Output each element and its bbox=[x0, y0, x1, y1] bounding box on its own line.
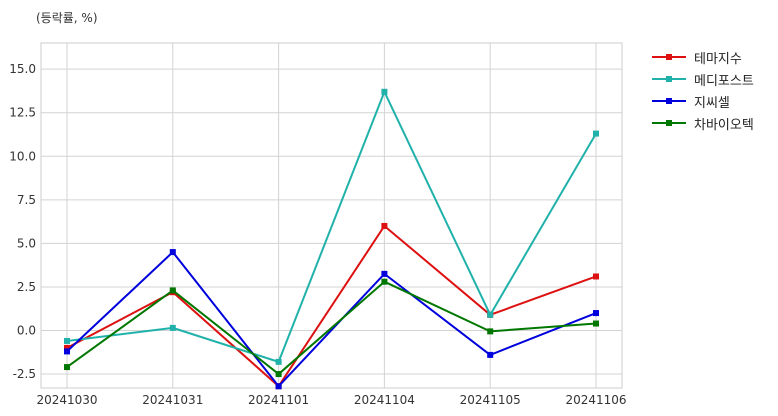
data-point bbox=[593, 130, 599, 137]
data-point bbox=[593, 273, 599, 280]
data-point bbox=[169, 249, 176, 256]
legend-swatch bbox=[652, 50, 686, 64]
legend-item: 차바이오텍 bbox=[652, 112, 754, 134]
legend-label: 차바이오텍 bbox=[694, 117, 754, 133]
y-tick-label: 15.0 bbox=[9, 62, 36, 76]
data-point bbox=[593, 310, 599, 317]
series-line bbox=[66, 90, 597, 363]
data-point bbox=[64, 344, 70, 351]
y-tick-label: 7.5 bbox=[17, 193, 36, 207]
x-tick-label: 20241030 bbox=[36, 393, 97, 407]
legend-item: 지씨셀 bbox=[652, 90, 754, 112]
unit-label: (등락률, %) bbox=[36, 11, 98, 25]
x-tick-label: 20241106 bbox=[565, 393, 626, 407]
x-tick-label: 20241104 bbox=[354, 393, 415, 407]
data-point bbox=[381, 222, 388, 229]
x-tick-label: 20241101 bbox=[248, 393, 309, 407]
legend-swatch bbox=[652, 116, 686, 130]
y-tick-label: 0.0 bbox=[17, 324, 36, 338]
x-tick-label: 20241105 bbox=[460, 393, 521, 407]
data-point bbox=[169, 287, 176, 294]
y-tick-label: 10.0 bbox=[9, 149, 36, 163]
y-tick-label: 2.5 bbox=[17, 280, 36, 294]
legend-item: 메디포스트 bbox=[652, 68, 754, 90]
data-point bbox=[381, 270, 388, 277]
y-tick-label: -2.5 bbox=[13, 367, 36, 381]
data-point bbox=[593, 320, 599, 327]
data-point bbox=[64, 348, 70, 355]
series-line bbox=[66, 280, 597, 376]
series-line bbox=[66, 251, 597, 388]
legend-swatch bbox=[652, 72, 686, 86]
data-point bbox=[275, 371, 282, 378]
y-tick-label: 12.5 bbox=[9, 106, 36, 120]
data-point bbox=[275, 358, 282, 365]
x-tick-label: 20241031 bbox=[142, 393, 203, 407]
data-point bbox=[381, 278, 388, 285]
data-point bbox=[487, 351, 494, 358]
data-point bbox=[275, 383, 282, 390]
legend-label: 지씨셀 bbox=[694, 95, 730, 111]
data-point bbox=[169, 324, 176, 331]
legend-label: 메디포스트 bbox=[694, 73, 754, 89]
data-point bbox=[64, 364, 70, 371]
legend-label: 테마지수 bbox=[694, 51, 742, 67]
data-point bbox=[487, 311, 494, 318]
data-point bbox=[64, 337, 70, 344]
legend-item: 테마지수 bbox=[652, 46, 754, 68]
data-point bbox=[381, 88, 388, 95]
y-tick-label: 5.0 bbox=[17, 236, 36, 250]
series-line bbox=[66, 224, 597, 388]
data-point bbox=[487, 328, 494, 335]
legend-swatch bbox=[652, 94, 686, 108]
plot-frame bbox=[40, 42, 623, 389]
